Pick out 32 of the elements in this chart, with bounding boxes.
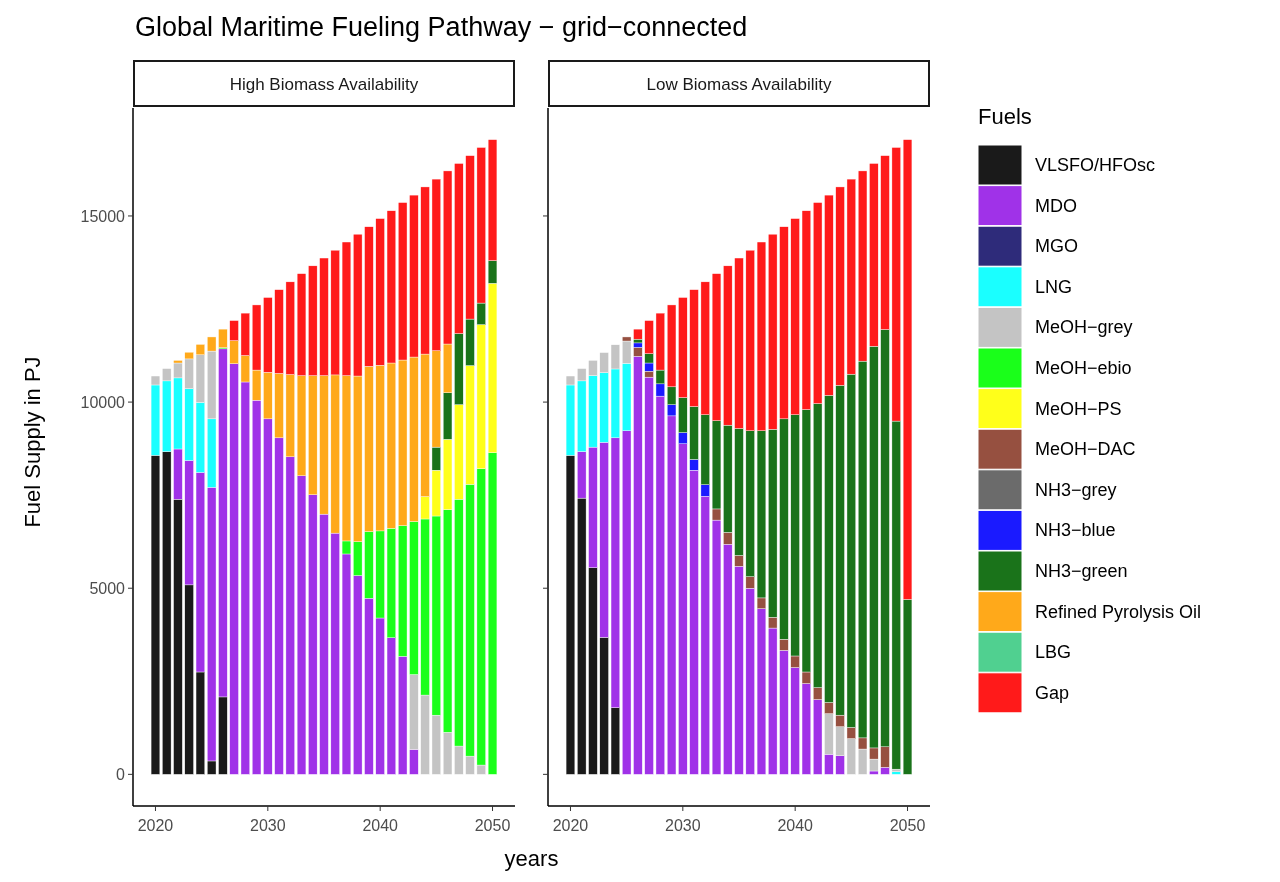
y-tick-label: 15000 (80, 207, 126, 225)
chart-subtitle: High Biomass Availability (229, 75, 419, 94)
legend-label: LNG (1035, 276, 1073, 297)
y-axis-title: Fuel Supply in PJ (20, 356, 45, 528)
chart-subtitle: Low Biomass Availability (646, 75, 832, 94)
legend-label: MeOH−DAC (1035, 439, 1136, 460)
legend-label: NH3−grey (1035, 479, 1117, 500)
x-tick-label: 2030 (250, 817, 286, 834)
y-tick-label: 5000 (89, 580, 126, 598)
legend-title: Fuels (978, 104, 1032, 129)
legend-label: NH3−green (1035, 561, 1128, 581)
legend-label: MDO (1035, 195, 1077, 216)
legend-label: LBG (1035, 642, 1072, 663)
legend-label: MeOH−PS (1035, 398, 1122, 419)
legend-label: Gap (1035, 682, 1070, 703)
x-tick-label: 2050 (474, 817, 511, 834)
legend-label: MeOH−ebio (1035, 358, 1132, 378)
legend-label: NH3−blue (1035, 520, 1116, 541)
x-tick-label: 2040 (362, 817, 399, 834)
x-tick-label: 2020 (137, 817, 174, 834)
chart-title: Global Maritime Fueling Pathway − grid−connected (135, 12, 748, 42)
x-axis-title: years (504, 846, 559, 871)
x-tick-label: 2020 (552, 817, 589, 834)
x-tick-label: 2040 (777, 817, 814, 834)
x-tick-label: 2030 (665, 817, 701, 834)
y-tick-label: 0 (116, 766, 126, 784)
y-tick-label: 10000 (80, 394, 126, 412)
legend-label: Refined Pyrolysis Oil (1035, 601, 1202, 622)
legend-label: MGO (1035, 236, 1078, 257)
x-tick-label: 2050 (889, 817, 926, 834)
legend-label: MeOH−grey (1035, 317, 1133, 338)
legend-label: VLSFO/HFOsc (1035, 155, 1156, 175)
